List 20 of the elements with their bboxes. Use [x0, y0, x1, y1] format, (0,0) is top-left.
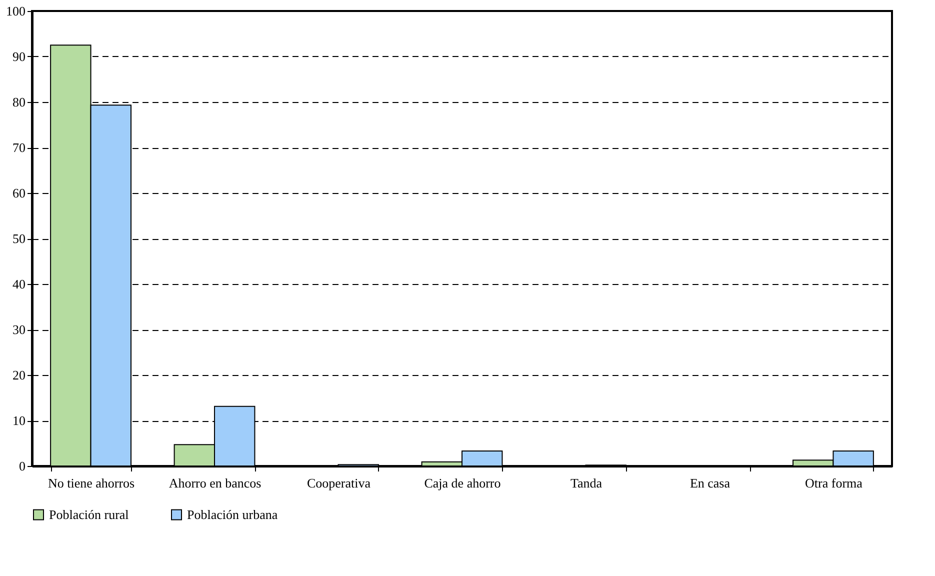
y-tick-label: 30 [12, 322, 26, 337]
x-tick-label: Caja de ahorro [424, 476, 501, 490]
x-tick-label: Ahorro en bancos [168, 476, 262, 490]
y-tick-label: 60 [12, 186, 26, 200]
y-tick-label: 20 [12, 368, 26, 382]
y-tick-label: 50 [12, 231, 26, 246]
x-tick-label: Tanda [570, 476, 602, 490]
y-tick-label: 10 [12, 413, 26, 428]
y-tick-label: 100 [6, 4, 26, 18]
y-tick-label: 70 [12, 140, 26, 155]
x-tick-label: En casa [690, 476, 730, 490]
x-tick-label: No tiene ahorros [48, 476, 135, 490]
y-tick-label: 80 [12, 94, 26, 110]
y-tick-label: 0 [19, 458, 26, 474]
x-tick-label: Otra forma [805, 476, 863, 490]
y-tick-label: 40 [12, 276, 26, 292]
legend-label: Población rural [49, 506, 130, 522]
y-tick-label: 90 [12, 49, 26, 64]
x-tick-label: Cooperativa [306, 476, 371, 490]
legend-label: Población urbana [187, 506, 278, 522]
